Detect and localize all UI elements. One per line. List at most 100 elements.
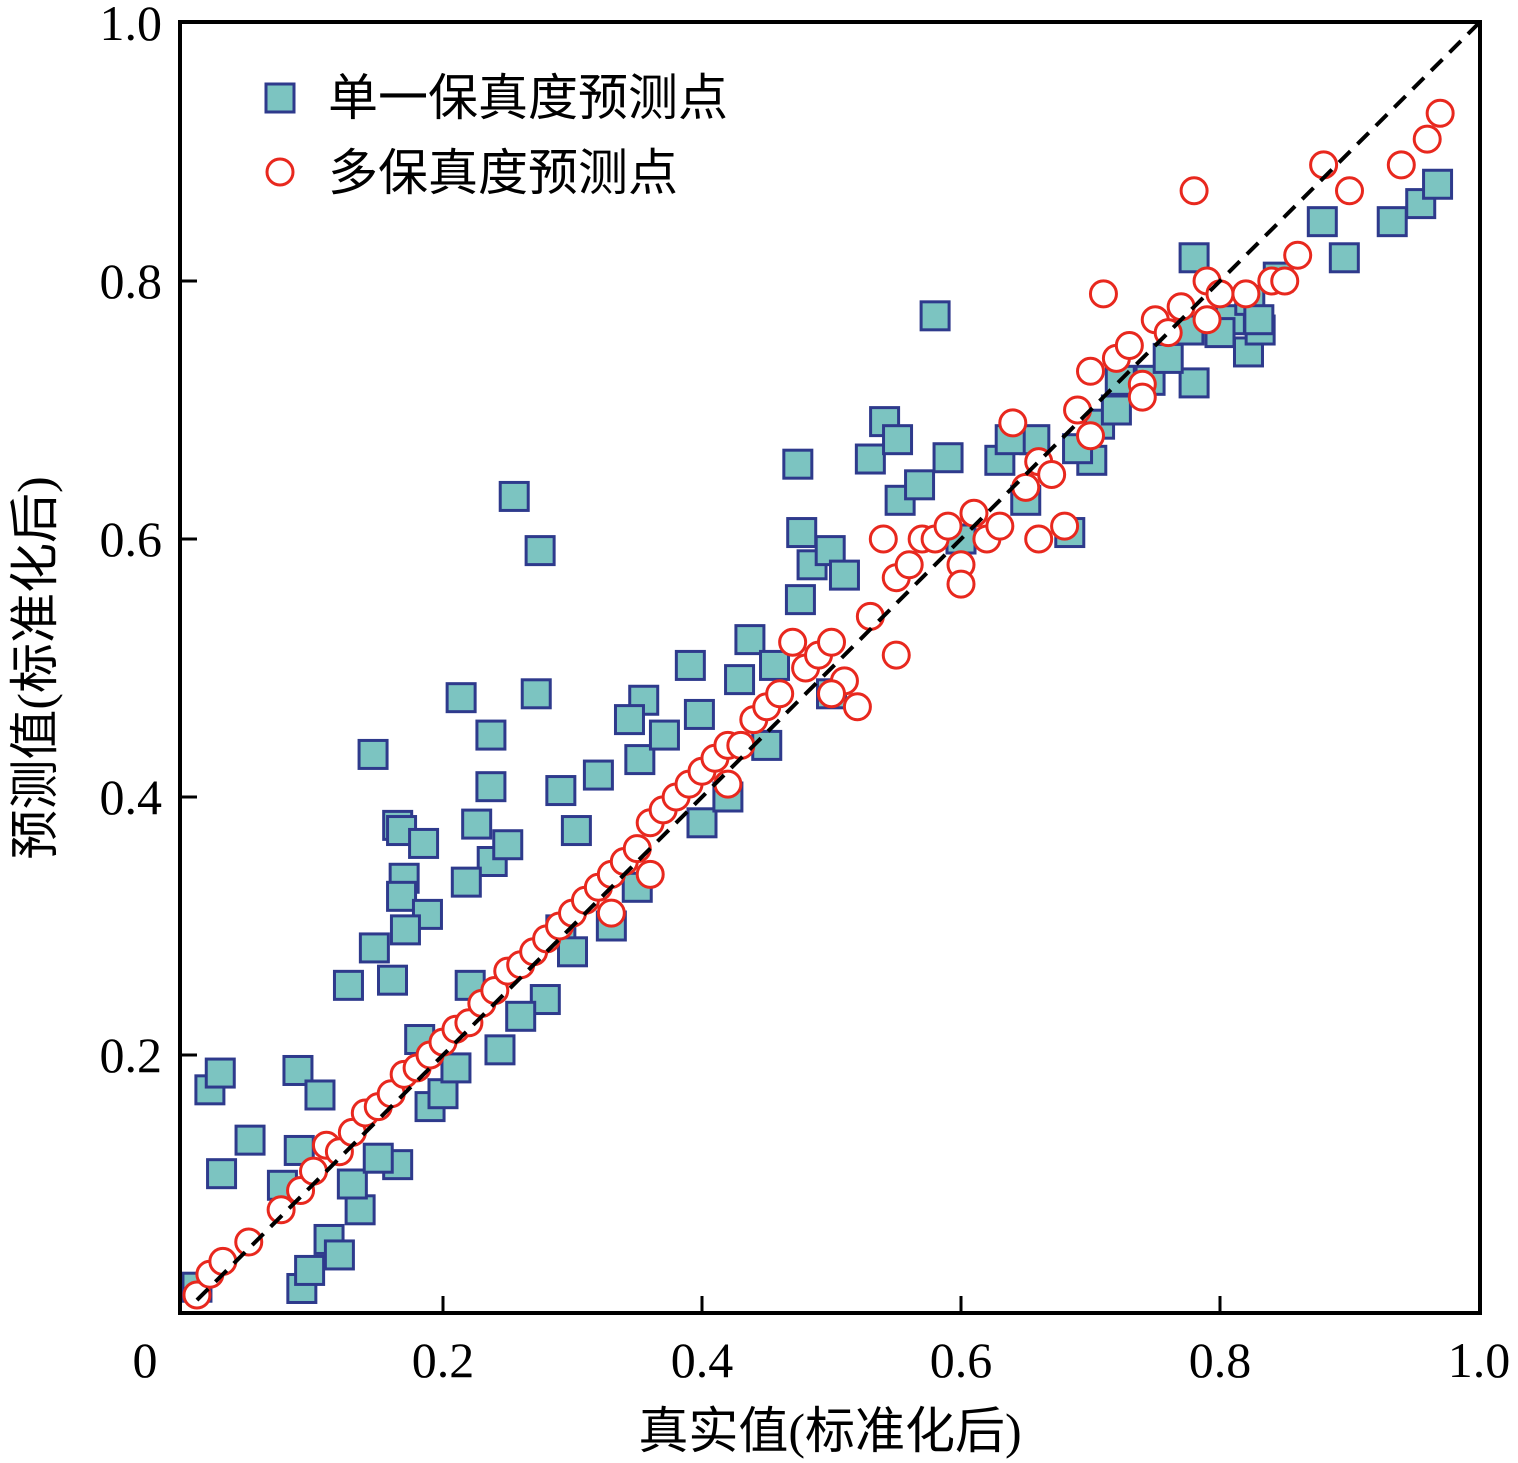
single-fidelity-point bbox=[492, 829, 524, 861]
multi-fidelity-point bbox=[1283, 240, 1313, 270]
multi-fidelity-point bbox=[1011, 472, 1041, 502]
single-fidelity-point bbox=[450, 866, 482, 898]
single-fidelity-point bbox=[520, 678, 552, 710]
multi-fidelity-point bbox=[234, 1227, 264, 1257]
single-fidelity-point bbox=[362, 1142, 394, 1174]
single-fidelity-point bbox=[475, 771, 507, 803]
single-fidelity-point bbox=[445, 682, 477, 714]
x-tick-label: 0.2 bbox=[412, 1332, 475, 1388]
single-fidelity-point bbox=[560, 815, 592, 847]
multi-fidelity-point bbox=[894, 550, 924, 580]
single-fidelity-point bbox=[557, 936, 588, 968]
single-fidelity-point bbox=[786, 517, 818, 549]
single-fidelity-point bbox=[524, 535, 556, 567]
multi-fidelity-point bbox=[208, 1246, 238, 1276]
single-fidelity-point bbox=[782, 448, 814, 480]
single-fidelity-point bbox=[376, 964, 408, 996]
multi-fidelity-point bbox=[1127, 382, 1157, 412]
y-tick-label: 0.4 bbox=[100, 769, 163, 825]
multi-fidelity-point bbox=[1088, 279, 1118, 309]
single-fidelity-point bbox=[648, 719, 680, 751]
multi-fidelity-point bbox=[1037, 460, 1067, 489]
multi-fidelity-point bbox=[266, 1195, 296, 1225]
legend: 单一保真度预测点 多保真度预测点 bbox=[264, 70, 728, 201]
single-fidelity-point bbox=[1306, 206, 1338, 238]
legend-label-multi-fidelity: 多保真度预测点 bbox=[328, 145, 678, 201]
multi-fidelity-point bbox=[1076, 421, 1105, 451]
single-fidelity-point bbox=[674, 649, 706, 681]
y-axis-label: 预测值(标准化后) bbox=[7, 476, 63, 859]
multi-fidelity-point bbox=[1270, 266, 1300, 296]
y-tick-label: 0.2 bbox=[100, 1027, 163, 1083]
single-fidelity-point bbox=[427, 1078, 459, 1110]
multi-fidelity-point bbox=[596, 898, 626, 928]
y-tick-label: 1.0 bbox=[100, 0, 163, 51]
single-fidelity-point bbox=[204, 1057, 236, 1089]
single-fidelity-point bbox=[1328, 242, 1360, 274]
legend-square-marker bbox=[264, 82, 296, 114]
single-fidelity-point bbox=[234, 1124, 266, 1156]
multi-fidelity-point bbox=[1231, 279, 1261, 309]
single-fidelity-point bbox=[724, 664, 756, 696]
x-tick-label: 0.8 bbox=[1189, 1332, 1252, 1388]
multi-fidelity-point bbox=[1412, 124, 1442, 154]
single-fidelity-point bbox=[358, 932, 390, 964]
single-fidelity-point bbox=[904, 469, 936, 501]
multi-fidelity-point bbox=[817, 679, 846, 709]
single-fidelity-point bbox=[1178, 367, 1210, 399]
single-fidelity-point bbox=[408, 827, 440, 859]
single-fidelity-point bbox=[1376, 206, 1408, 238]
single-fidelity-point bbox=[854, 443, 886, 475]
multi-fidelity-point bbox=[933, 511, 963, 541]
single-fidelity-point bbox=[484, 1034, 516, 1066]
single-fidelity-point bbox=[304, 1079, 336, 1111]
multi-fidelity-point bbox=[1166, 292, 1196, 322]
single-fidelity-point bbox=[1243, 304, 1275, 336]
single-fidelity-point bbox=[344, 1194, 376, 1226]
multi-fidelity-point bbox=[713, 769, 743, 799]
single-fidelity-point bbox=[683, 698, 715, 730]
single-fidelity-point bbox=[1152, 342, 1184, 374]
multi-fidelity-point bbox=[726, 730, 756, 760]
single-fidelity-point bbox=[545, 775, 577, 807]
single-fidelity-point bbox=[498, 480, 530, 512]
multi-fidelity-point bbox=[1192, 305, 1222, 335]
multi-fidelity-point bbox=[1309, 150, 1339, 180]
multi-fidelity-point bbox=[817, 627, 846, 657]
single-fidelity-point bbox=[1422, 168, 1454, 200]
single-fidelity-point bbox=[440, 1052, 472, 1084]
multi-fidelity-point bbox=[998, 408, 1028, 438]
single-fidelity-point bbox=[882, 424, 914, 456]
x-tick-label: 0 bbox=[133, 1332, 158, 1388]
multi-fidelity-point bbox=[299, 1156, 328, 1186]
multi-fidelity-point bbox=[1076, 356, 1105, 386]
single-fidelity-point bbox=[919, 300, 951, 332]
single-fidelity-point bbox=[784, 584, 816, 616]
multi-fidelity-point bbox=[842, 692, 872, 722]
x-tick-label: 0.6 bbox=[930, 1332, 993, 1388]
multi-fidelity-point bbox=[622, 834, 652, 864]
multi-fidelity-point bbox=[868, 524, 898, 554]
single-fidelity-point bbox=[282, 1054, 314, 1086]
multi-fidelity-point bbox=[1386, 150, 1416, 180]
multi-fidelity-point bbox=[182, 1280, 212, 1310]
single-fidelity-point bbox=[357, 738, 389, 770]
single-fidelity-point bbox=[476, 846, 508, 877]
single-fidelity-point bbox=[734, 624, 766, 656]
multi-fidelity-point bbox=[959, 498, 989, 528]
multi-fidelity-point bbox=[1179, 176, 1209, 206]
multi-fidelity-point bbox=[881, 640, 911, 670]
single-fidelity-point bbox=[461, 808, 493, 840]
single-fidelity-point bbox=[389, 914, 421, 946]
multi-fidelity-point bbox=[1335, 176, 1364, 206]
single-fidelity-point bbox=[828, 559, 860, 591]
single-fidelity-point bbox=[332, 969, 364, 1001]
single-fidelity-point bbox=[294, 1254, 326, 1286]
plot-frame bbox=[178, 20, 1482, 1315]
multi-fidelity-point bbox=[1024, 524, 1054, 554]
y-tick-label: 0.8 bbox=[100, 253, 163, 309]
single-fidelity-point bbox=[932, 442, 964, 474]
x-tick-label: 1.0 bbox=[1448, 1332, 1511, 1388]
multi-fidelity-point bbox=[946, 569, 976, 599]
